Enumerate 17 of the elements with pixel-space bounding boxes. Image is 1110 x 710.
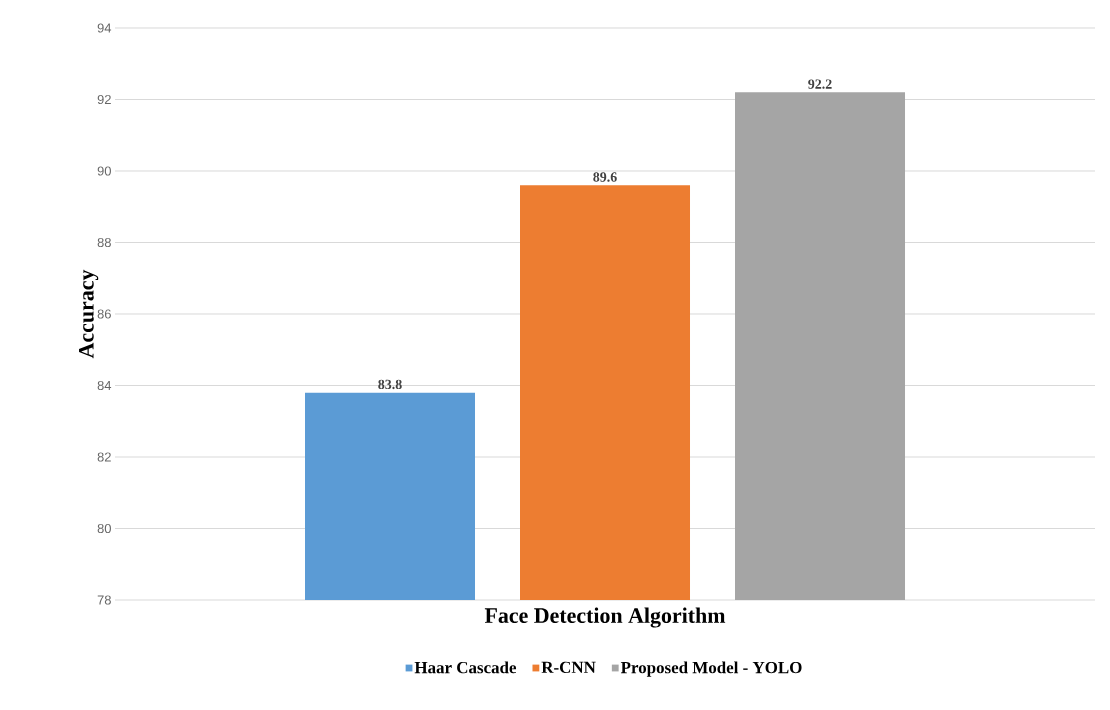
y-tick-label: 78 [97, 595, 111, 605]
data-label: 89.6 [593, 172, 617, 182]
y-axis-title: Accuracy [79, 269, 99, 359]
data-label: 92.2 [808, 79, 832, 89]
y-tick-label: 90 [97, 166, 111, 176]
y-tick-label: 84 [97, 380, 112, 391]
y-tick-label: 80 [97, 523, 111, 534]
legend-label: R-CNN [541, 661, 596, 674]
data-label: 83.8 [378, 379, 402, 390]
y-tick-label: 82 [97, 452, 111, 462]
x-axis-title: Face Detection Algorithm [484, 607, 726, 628]
legend-label: Proposed Model - YOLO [620, 661, 802, 677]
legend-label: Haar Cascade [414, 661, 517, 674]
y-tick-label: 86 [97, 309, 111, 319]
y-tick-label: 88 [97, 237, 111, 248]
y-tick-label: 94 [97, 23, 112, 33]
y-tick-label: 92 [97, 94, 111, 105]
